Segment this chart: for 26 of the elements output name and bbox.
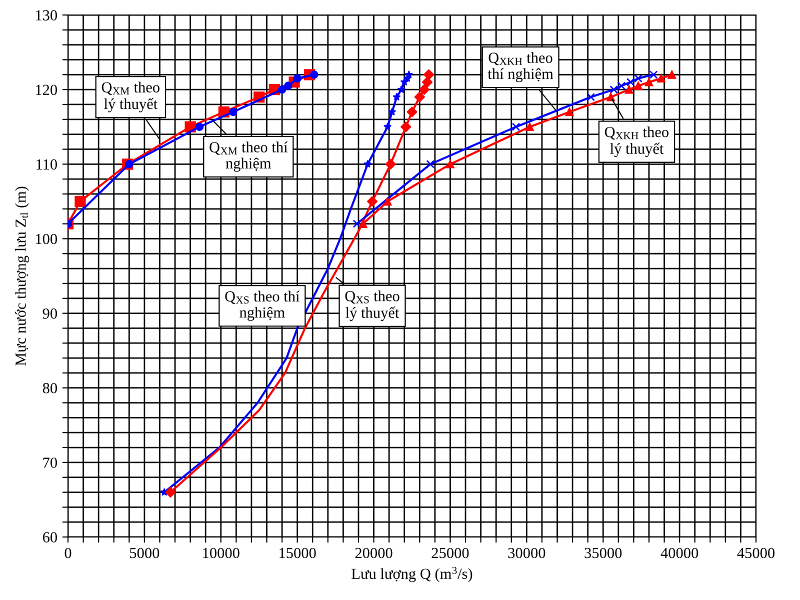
- x-tick-label: 10000: [203, 548, 240, 558]
- annotation: Q$_{XS}$ theo thí nghiệm: [225, 290, 300, 321]
- y-tick-label: 110: [36, 159, 57, 170]
- annotation: Q$_{XM}$ theo thí nghiệm: [210, 142, 288, 172]
- x-tick-label: 30000: [508, 548, 546, 558]
- y-tick-label: 80: [42, 383, 57, 394]
- x-tick-label: 5000: [130, 548, 160, 558]
- x-axis-title: Lưu lượng Q (m$^{3}$/s): [352, 566, 472, 582]
- y-tick-label: 120: [36, 84, 57, 96]
- annotation: Q$_{XKH}$ theo lý thuyết: [604, 126, 668, 157]
- y-tick-label: 90: [42, 308, 57, 319]
- annotation: Q$_{XKH}$ theo thí nghiệm: [488, 52, 554, 82]
- x-tick-label: 45000: [737, 548, 775, 558]
- x-tick-label: 0: [64, 548, 72, 558]
- y-tick-label: 70: [43, 458, 57, 468]
- x-tick-label: 15000: [280, 548, 316, 558]
- x-tick-label: 20000: [355, 548, 392, 558]
- y-axis-title: Mực nước thượng lưu Z$_{tl}$ (m): [15, 186, 29, 366]
- x-tick-label: 35000: [584, 548, 622, 558]
- annotation: Q$_{XS}$ theo lý thuyết: [345, 290, 400, 322]
- x-tick-label: 25000: [432, 548, 469, 558]
- y-tick-label: 60: [42, 532, 57, 542]
- y-tick-label: 130: [36, 10, 57, 20]
- y-tick-label: 100: [36, 234, 57, 244]
- annotation: Q$_{XM}$ theo lý thuyết: [102, 82, 160, 112]
- x-tick-label: 40000: [660, 548, 698, 558]
